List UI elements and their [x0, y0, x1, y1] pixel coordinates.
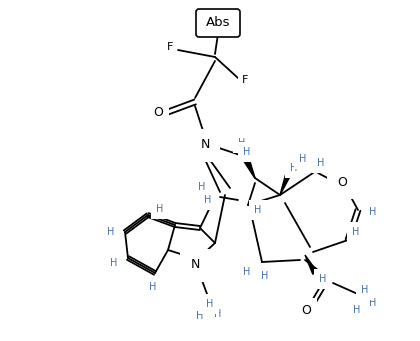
- Text: Abs: Abs: [206, 15, 230, 29]
- Text: O: O: [153, 105, 163, 119]
- Text: H: H: [353, 305, 361, 315]
- Text: H: H: [243, 147, 251, 157]
- Text: F: F: [167, 42, 173, 52]
- Polygon shape: [280, 174, 290, 195]
- Text: H: H: [369, 207, 377, 217]
- Text: H: H: [204, 195, 212, 205]
- Text: N: N: [200, 138, 210, 151]
- Text: H: H: [243, 267, 251, 277]
- Text: H: H: [319, 274, 327, 284]
- Text: O: O: [337, 176, 347, 189]
- Text: H: H: [108, 227, 115, 237]
- Text: H: H: [196, 311, 204, 321]
- Polygon shape: [245, 159, 255, 178]
- Polygon shape: [305, 255, 317, 274]
- Text: H: H: [156, 204, 164, 214]
- Text: H: H: [352, 227, 360, 237]
- Text: H: H: [110, 258, 118, 268]
- Text: H: H: [369, 298, 377, 308]
- Text: N: N: [190, 258, 200, 271]
- Text: H: H: [206, 299, 214, 309]
- Text: H: H: [318, 158, 325, 168]
- Text: H: H: [299, 154, 307, 164]
- FancyBboxPatch shape: [196, 9, 240, 37]
- Text: H: H: [198, 182, 206, 192]
- Text: H: H: [255, 205, 262, 215]
- Text: O: O: [301, 305, 311, 317]
- Text: H: H: [150, 282, 157, 292]
- Text: H: H: [290, 163, 298, 173]
- Text: H: H: [238, 138, 246, 148]
- Text: H: H: [261, 271, 269, 281]
- Text: H: H: [361, 285, 369, 295]
- Text: F: F: [242, 75, 248, 85]
- Text: H: H: [214, 309, 222, 319]
